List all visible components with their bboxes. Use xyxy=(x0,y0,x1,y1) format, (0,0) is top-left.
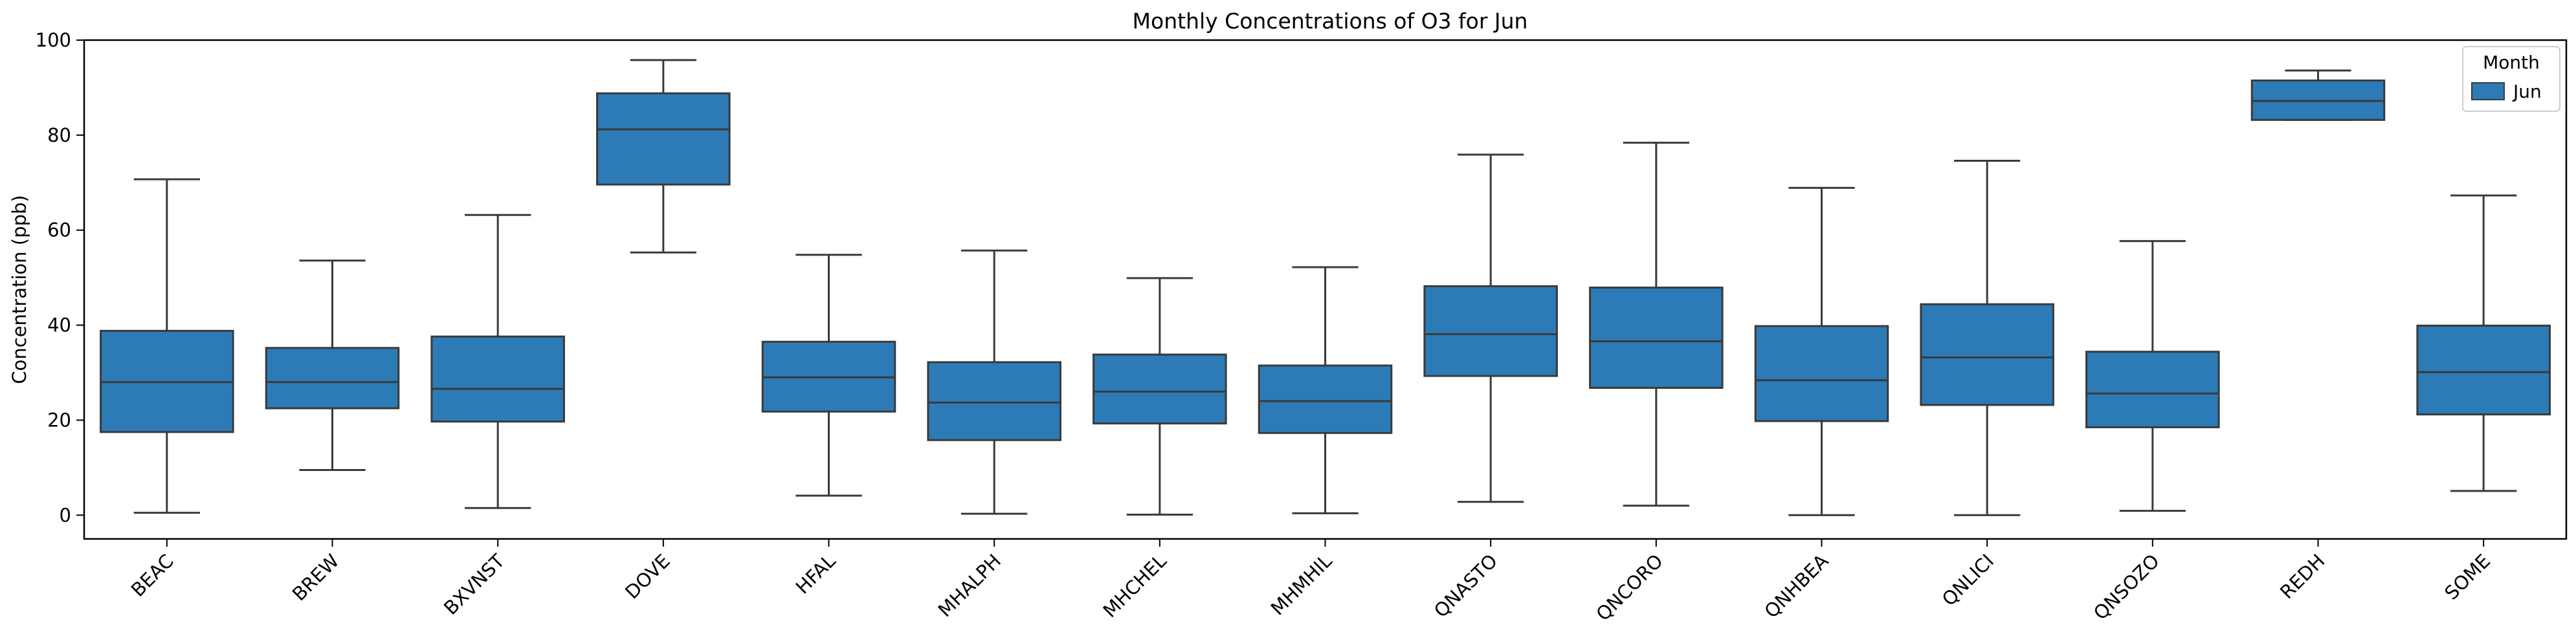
iqr-box xyxy=(1423,285,1558,377)
iqr-box xyxy=(1589,287,1724,389)
iqr-box xyxy=(265,347,400,410)
legend-swatch xyxy=(2471,82,2505,100)
y-tick-label: 0 xyxy=(60,504,71,526)
box-mhchel xyxy=(1093,277,1227,516)
legend-entry-jun: Jun xyxy=(2512,81,2542,102)
iqr-box xyxy=(1920,303,2054,406)
y-tick-label: 80 xyxy=(47,124,71,146)
box-hfal xyxy=(761,254,896,497)
y-tick-label: 100 xyxy=(36,29,71,51)
iqr-box xyxy=(430,335,565,423)
box-qnsozo xyxy=(2085,240,2220,512)
box-brew xyxy=(265,259,400,472)
box-qnasto xyxy=(1423,153,1558,503)
box-mhmhil xyxy=(1258,266,1393,514)
box-qnhbea xyxy=(1754,186,1889,516)
iqr-box xyxy=(596,92,731,186)
box-beac xyxy=(100,178,234,514)
iqr-box xyxy=(1754,325,1889,422)
box-qnlici xyxy=(1920,160,2054,516)
iqr-box xyxy=(1258,364,1393,434)
iqr-box xyxy=(2085,351,2220,428)
iqr-box xyxy=(2416,324,2551,416)
iqr-box xyxy=(927,361,1061,441)
box-qncoro xyxy=(1589,142,1724,507)
legend-title: Month xyxy=(2483,52,2540,73)
legend: Month Jun xyxy=(2462,46,2560,112)
box-some xyxy=(2416,194,2551,492)
iqr-box xyxy=(1093,353,1227,425)
y-tick-label: 20 xyxy=(47,409,71,431)
y-axis-label: Concentration (ppb) xyxy=(8,195,30,384)
box-redh xyxy=(2250,69,2386,121)
box-mhalph xyxy=(927,249,1061,515)
chart-title: Monthly Concentrations of O3 for Jun xyxy=(1133,8,1528,34)
plot-frame xyxy=(83,39,2568,540)
box-bxvnst xyxy=(430,213,565,509)
box-dove xyxy=(596,59,731,254)
y-tick-label: 40 xyxy=(47,314,71,336)
y-tick-label: 60 xyxy=(47,219,71,241)
